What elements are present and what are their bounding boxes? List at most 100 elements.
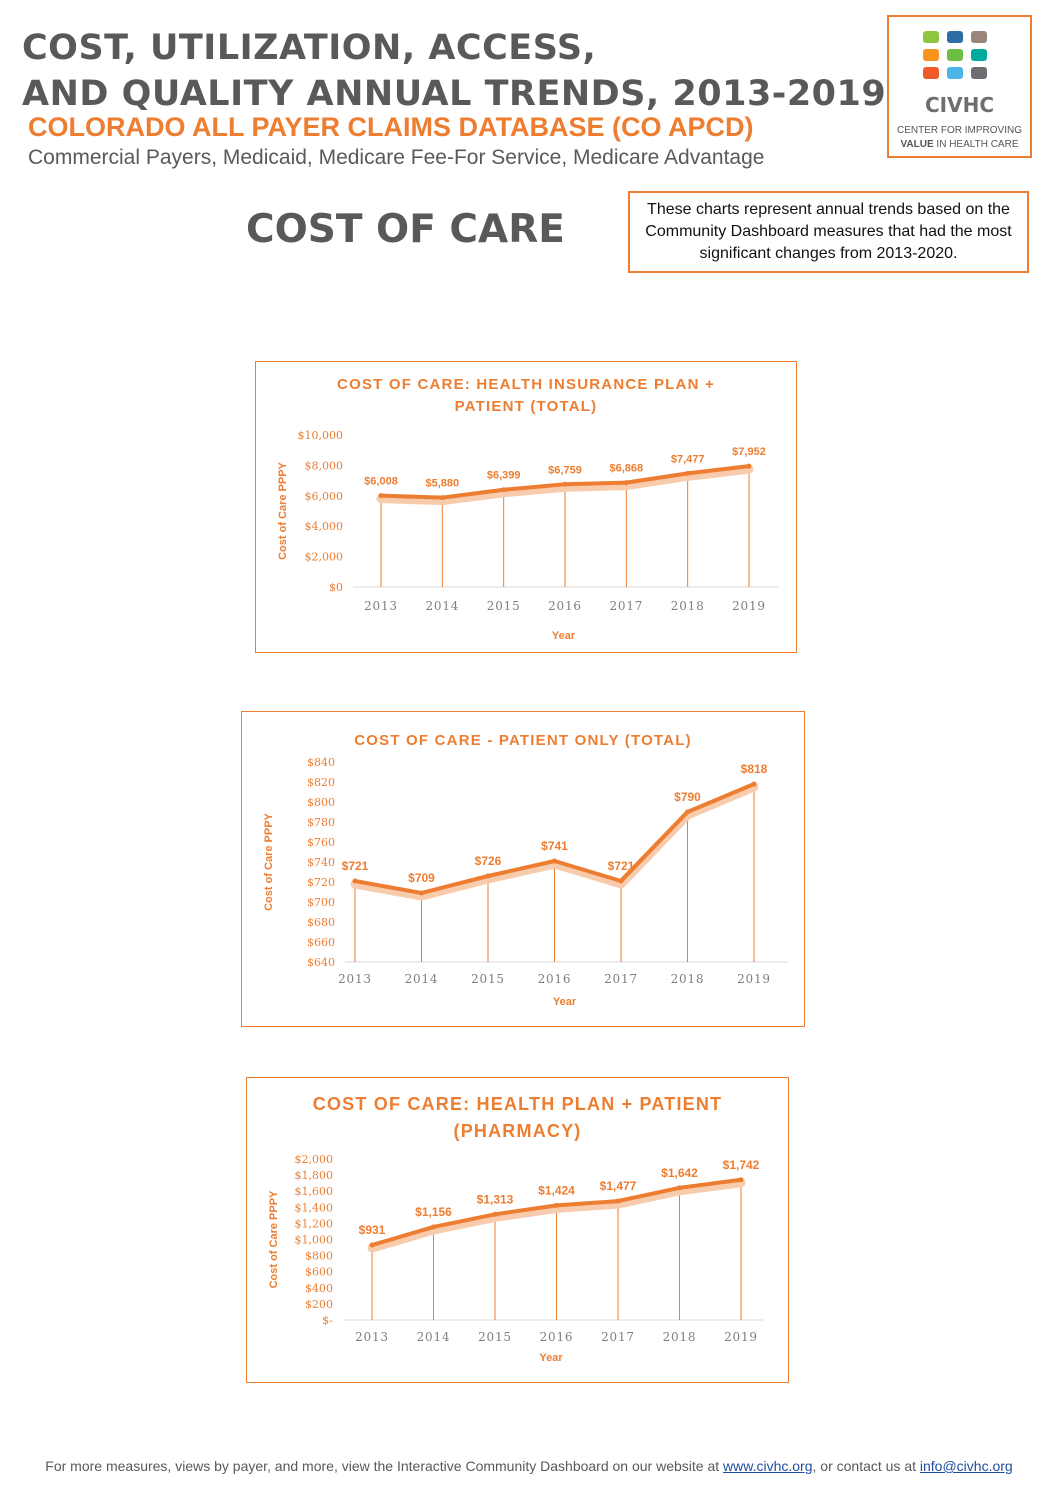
x-tick-label: 2018: [671, 972, 705, 986]
y-tick-label: $600: [305, 1266, 333, 1279]
chart-plot: $- $200 $400 $600 $800 $1,000 $1,200 $1,400 $1,6…: [268, 1153, 763, 1364]
logo-name: CIVHC: [924, 93, 994, 117]
y-tick-label: $1,800: [295, 1169, 334, 1182]
x-tick-label: 2013: [355, 1330, 389, 1344]
chart-pharmacy-cost: COST OF CARE: HEALTH PLAN + PATIENT (PHA…: [246, 1077, 789, 1383]
chart-title-line-1: COST OF CARE: HEALTH PLAN + PATIENT: [312, 1094, 723, 1114]
y-tick-label: $200: [305, 1298, 333, 1311]
x-tick-label: 2017: [609, 599, 643, 613]
y-tick-label: $0: [329, 581, 343, 594]
x-tick-label: 2016: [548, 599, 582, 613]
logo-tile: [971, 67, 987, 79]
x-tick-label: 2016: [540, 1330, 574, 1344]
data-point: [685, 470, 691, 476]
y-tick-label: $800: [305, 1250, 333, 1263]
y-tick-label: $840: [307, 756, 335, 769]
x-tick-label: 2016: [538, 972, 572, 986]
y-axis-title: Cost of Care PPPY: [277, 461, 289, 559]
x-tick-label: 2014: [425, 599, 459, 613]
x-tick-label: 2015: [478, 1330, 512, 1344]
logo-tagline-line-1: CENTER FOR IMPROVING: [896, 125, 1022, 136]
note-text: These charts represent annual trends bas…: [645, 201, 1012, 262]
data-label: $721: [608, 859, 635, 873]
y-tick-label: $6,000: [305, 490, 344, 503]
data-label: $741: [541, 839, 568, 853]
data-label: $1,642: [661, 1166, 698, 1180]
chart-patient-cost: COST OF CARE - PATIENT ONLY (TOTAL) $640…: [241, 711, 805, 1027]
website-link[interactable]: www.civhc.org: [723, 1458, 813, 1474]
footer-text-middle: , or contact us at: [812, 1458, 920, 1474]
data-label: $1,313: [477, 1192, 514, 1206]
chart-title-line-2: (PHARMACY): [453, 1121, 582, 1141]
data-label: $709: [408, 871, 435, 885]
y-axis-title: Cost of Care PPPY: [268, 1190, 280, 1288]
y-tick-label: $780: [307, 816, 335, 829]
page-subtitle: COLORADO ALL PAYER CLAIMS DATABASE (CO A…: [28, 112, 754, 142]
x-axis-title: Year: [553, 996, 577, 1008]
logo-tagline-line-2: VALUE IN HEALTH CARE: [889, 139, 1030, 150]
data-point: [615, 1198, 621, 1204]
x-tick-label: 2019: [724, 1330, 758, 1344]
logo-tile: [971, 49, 987, 61]
email-link[interactable]: info@civhc.org: [919, 1458, 1013, 1474]
x-tick-label: 2017: [604, 972, 638, 986]
data-point: [677, 1185, 682, 1191]
y-tick-label: $680: [307, 916, 335, 929]
series-line-shadow: [367, 1178, 746, 1253]
data-label: $1,156: [415, 1205, 452, 1219]
y-tick-label: $400: [305, 1282, 333, 1295]
payer-list: Commercial Payers, Medicaid, Medicare Fe…: [28, 146, 765, 169]
data-label: $6,759: [548, 464, 582, 476]
data-point: [618, 878, 624, 884]
data-point: [419, 890, 424, 896]
data-point: [378, 493, 384, 499]
x-tick-label: 2014: [417, 1330, 451, 1344]
data-point: [562, 481, 568, 487]
data-point: [746, 463, 752, 469]
series-line-shadow: [376, 464, 754, 506]
data-label: $6,868: [610, 463, 644, 475]
footer-text: For more measures, views by payer, and m…: [45, 1458, 724, 1474]
data-label: $6,399: [487, 470, 521, 482]
logo-tile: [923, 49, 939, 61]
logo-tile: [971, 31, 987, 43]
data-label: $726: [475, 854, 502, 868]
x-axis-title: Year: [539, 1352, 563, 1364]
x-tick-label: 2013: [338, 972, 372, 986]
logo-tile: [947, 67, 963, 79]
data-point: [439, 495, 445, 501]
x-tick-label: 2018: [671, 599, 705, 613]
civhc-logo: CIVHC CENTER FOR IMPROVING VALUE IN HEAL…: [887, 15, 1032, 158]
x-tick-label: 2015: [487, 599, 521, 613]
data-label: $1,424: [538, 1183, 575, 1197]
y-tick-label: $660: [307, 936, 335, 949]
y-tick-label: $2,000: [295, 1153, 334, 1166]
footer: For more measures, views by payer, and m…: [0, 1458, 1058, 1474]
y-tick-label: $1,400: [295, 1201, 334, 1214]
section-title: COST OF CARE: [246, 207, 565, 252]
data-label: $7,477: [671, 453, 705, 465]
x-tick-label: 2018: [663, 1330, 697, 1344]
logo-tagline-bold: VALUE: [900, 139, 934, 150]
page-title-line-2: AND QUALITY ANNUAL TRENDS, 2013-2019: [22, 74, 887, 114]
chart-total-cost: COST OF CARE: HEALTH INSURANCE PLAN + PA…: [255, 361, 797, 653]
y-tick-label: $4,000: [305, 520, 344, 533]
data-point: [554, 1202, 559, 1208]
logo-tiles-icon: [923, 31, 1003, 91]
y-tick-label: $700: [307, 896, 335, 909]
page-title-line-1: COST, UTILIZATION, ACCESS,: [22, 28, 597, 68]
data-label: $790: [674, 790, 701, 804]
y-tick-label: $1,200: [295, 1217, 334, 1230]
y-tick-label: $2,000: [305, 551, 344, 564]
note-box: These charts represent annual trends bas…: [628, 191, 1029, 273]
data-point: [431, 1224, 436, 1230]
y-tick-label: $8,000: [305, 459, 344, 472]
data-point: [485, 873, 491, 879]
data-point: [738, 1177, 744, 1183]
data-point: [501, 487, 507, 493]
chart-title-line-2: PATIENT (TOTAL): [454, 398, 598, 415]
x-tick-label: 2015: [471, 972, 505, 986]
data-label: $1,477: [600, 1179, 637, 1193]
y-tick-label: $760: [307, 836, 335, 849]
chart-plot: $640 $660 $680 $700 $720 $740 $760 $780 $800 $820…: [263, 756, 788, 1008]
